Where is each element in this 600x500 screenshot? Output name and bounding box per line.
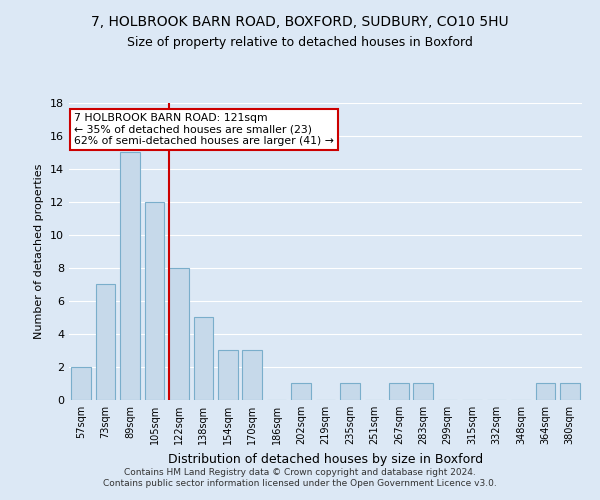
- Bar: [536, 384, 555, 400]
- Bar: [242, 350, 262, 400]
- Bar: [120, 152, 140, 400]
- Bar: [71, 367, 91, 400]
- Text: 7, HOLBROOK BARN ROAD, BOXFORD, SUDBURY, CO10 5HU: 7, HOLBROOK BARN ROAD, BOXFORD, SUDBURY,…: [91, 16, 509, 30]
- Bar: [145, 202, 164, 400]
- Text: Size of property relative to detached houses in Boxford: Size of property relative to detached ho…: [127, 36, 473, 49]
- Bar: [413, 384, 433, 400]
- Bar: [169, 268, 188, 400]
- Bar: [340, 384, 360, 400]
- Bar: [194, 318, 213, 400]
- Text: Contains HM Land Registry data © Crown copyright and database right 2024.
Contai: Contains HM Land Registry data © Crown c…: [103, 468, 497, 487]
- Text: 7 HOLBROOK BARN ROAD: 121sqm
← 35% of detached houses are smaller (23)
62% of se: 7 HOLBROOK BARN ROAD: 121sqm ← 35% of de…: [74, 113, 334, 146]
- Bar: [389, 384, 409, 400]
- Bar: [218, 350, 238, 400]
- Bar: [291, 384, 311, 400]
- X-axis label: Distribution of detached houses by size in Boxford: Distribution of detached houses by size …: [168, 452, 483, 466]
- Bar: [560, 384, 580, 400]
- Y-axis label: Number of detached properties: Number of detached properties: [34, 164, 44, 339]
- Bar: [96, 284, 115, 400]
